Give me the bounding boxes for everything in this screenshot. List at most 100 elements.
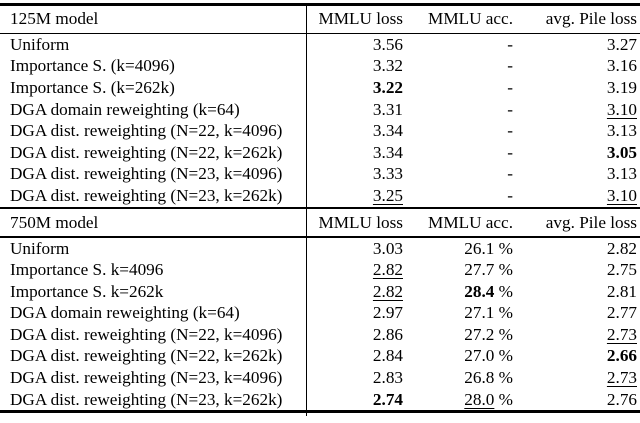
- table-row: DGA dist. reweighting (N=23, k=262k) 2.7…: [0, 389, 640, 411]
- model-name-cell: DGA dist. reweighting (N=23, k=4096): [10, 164, 283, 184]
- pile-loss-cell: 3.13: [513, 164, 637, 184]
- pile-loss-value: 3.27: [606, 34, 637, 54]
- mmlu-loss-cell: 2.82: [306, 282, 403, 302]
- percent-suffix: %: [494, 389, 513, 409]
- table-row: Importance S. k=4096 2.82 27.7 % 2.75: [0, 259, 640, 281]
- mmlu-loss-value: 2.84: [372, 346, 403, 366]
- mmlu-loss-value: 2.86: [372, 324, 403, 344]
- percent-suffix: %: [494, 281, 513, 301]
- model-name-cell: DGA dist. reweighting (N=22, k=4096): [10, 121, 283, 141]
- percent-suffix: %: [494, 368, 513, 388]
- pile-loss-value: 3.13: [606, 164, 637, 184]
- mmlu-acc-cell: -: [403, 164, 513, 184]
- model-name-cell: Importance S. (k=262k): [10, 77, 175, 97]
- mmlu-loss-value: 3.25: [372, 185, 403, 205]
- table-row: Importance S. (k=4096) 3.32 - 3.16: [0, 56, 640, 78]
- pile-loss-cell: 3.19: [513, 78, 637, 98]
- mmlu-loss-cell: 3.32: [306, 56, 403, 76]
- table-row: Importance S. k=262k 2.82 28.4 % 2.81: [0, 281, 640, 303]
- model-name-cell: Importance S. (k=4096): [10, 56, 175, 76]
- mmlu-acc-cell: 26.8 %: [403, 368, 513, 388]
- pile-loss-value: 2.73: [606, 324, 637, 344]
- mmlu-loss-cell: 3.33: [306, 164, 403, 184]
- model-name-cell: DGA dist. reweighting (N=22, k=262k): [10, 142, 283, 162]
- model-name-cell: DGA domain reweighting (k=64): [10, 99, 240, 119]
- mmlu-loss-cell: 2.84: [306, 346, 403, 366]
- pile-loss-cell: 2.77: [513, 303, 637, 323]
- model-name-cell: DGA dist. reweighting (N=23, k=262k): [10, 185, 283, 205]
- section-divider-rule: [0, 206, 640, 210]
- mmlu-loss-value: 3.03: [372, 238, 403, 258]
- pile-loss-cell: 2.82: [513, 239, 637, 259]
- mmlu-acc-value: 27.1: [464, 303, 495, 323]
- column-divider-rule: [306, 3, 308, 416]
- pile-loss-value: 2.76: [606, 389, 637, 409]
- table-row: DGA dist. reweighting (N=22, k=4096) 3.3…: [0, 120, 640, 142]
- pile-loss-value: 2.82: [606, 238, 637, 258]
- pile-loss-value: 3.16: [606, 56, 637, 76]
- mmlu-acc-cell: -: [403, 35, 513, 55]
- mmlu-loss-value: 3.34: [372, 142, 403, 162]
- mmlu-acc-value: 28.4: [464, 281, 495, 301]
- header-rule: [0, 32, 640, 34]
- table-row: DGA domain reweighting (k=64) 2.97 27.1 …: [0, 303, 640, 325]
- pile-loss-cell: 2.73: [513, 368, 637, 388]
- mmlu-acc-cell: -: [403, 186, 513, 206]
- mmlu-acc-cell: 27.0 %: [403, 346, 513, 366]
- mmlu-loss-cell: 2.82: [306, 260, 403, 280]
- column-header-mmlu-loss: MMLU loss: [318, 9, 403, 29]
- pile-loss-cell: 3.05: [513, 143, 637, 163]
- mmlu-loss-cell: 3.22: [306, 78, 403, 98]
- pile-loss-cell: 3.10: [513, 100, 637, 120]
- pile-loss-cell: 2.66: [513, 346, 637, 366]
- table-section-750m: 750M model MMLU loss MMLU acc. avg. Pile…: [0, 209, 640, 410]
- mmlu-loss-cell: 3.56: [306, 35, 403, 55]
- bottom-rule: [0, 410, 640, 414]
- mmlu-loss-cell: 3.31: [306, 100, 403, 120]
- percent-suffix: %: [494, 324, 513, 344]
- table-row: Uniform 3.56 - 3.27: [0, 34, 640, 56]
- mmlu-acc-cell: 27.7 %: [403, 260, 513, 280]
- pile-loss-cell: 3.16: [513, 56, 637, 76]
- pile-loss-value: 3.05: [606, 142, 637, 162]
- pile-loss-value: 3.10: [606, 99, 637, 119]
- top-rule: [0, 3, 640, 6]
- column-header-mmlu-acc: MMLU acc.: [428, 9, 513, 29]
- model-name-cell: Importance S. k=4096: [10, 260, 164, 280]
- pile-loss-value: 3.10: [606, 185, 637, 205]
- mmlu-acc-cell: 27.1 %: [403, 303, 513, 323]
- mmlu-loss-cell: 2.83: [306, 368, 403, 388]
- model-name-cell: DGA dist. reweighting (N=22, k=4096): [10, 324, 283, 344]
- pile-loss-value: 2.77: [606, 303, 637, 323]
- column-header-mmlu-acc: MMLU acc.: [428, 212, 513, 232]
- pile-loss-cell: 3.10: [513, 186, 637, 206]
- mmlu-acc-cell: 28.4 %: [403, 282, 513, 302]
- mmlu-loss-cell: 2.86: [306, 325, 403, 345]
- mmlu-acc-cell: -: [403, 121, 513, 141]
- pile-loss-cell: 3.13: [513, 121, 637, 141]
- mmlu-loss-value: 2.82: [372, 281, 403, 301]
- mmlu-loss-cell: 2.97: [306, 303, 403, 323]
- mmlu-acc-value: -: [507, 164, 513, 184]
- model-name-cell: DGA dist. reweighting (N=23, k=4096): [10, 368, 283, 388]
- percent-suffix: %: [494, 303, 513, 323]
- mmlu-acc-value: -: [507, 77, 513, 97]
- mmlu-loss-value: 3.33: [372, 164, 403, 184]
- pile-loss-cell: 2.73: [513, 325, 637, 345]
- percent-suffix: %: [494, 346, 513, 366]
- column-header-pile-loss: avg. Pile loss: [545, 212, 637, 232]
- model-name-cell: DGA domain reweighting (k=64): [10, 303, 240, 323]
- mmlu-acc-value: -: [507, 34, 513, 54]
- mmlu-loss-value: 2.97: [372, 303, 403, 323]
- model-name-cell: Importance S. k=262k: [10, 281, 164, 301]
- mmlu-loss-cell: 3.34: [306, 121, 403, 141]
- mmlu-acc-cell: 28.0 %: [403, 390, 513, 410]
- mmlu-loss-value: 2.82: [372, 260, 403, 280]
- percent-suffix: %: [494, 260, 513, 280]
- column-header-mmlu-loss: MMLU loss: [318, 212, 403, 232]
- model-name-cell: Uniform: [10, 238, 70, 258]
- pile-loss-value: 2.75: [606, 260, 637, 280]
- section-header-row: 125M model MMLU loss MMLU acc. avg. Pile…: [0, 6, 640, 33]
- mmlu-loss-cell: 3.25: [306, 186, 403, 206]
